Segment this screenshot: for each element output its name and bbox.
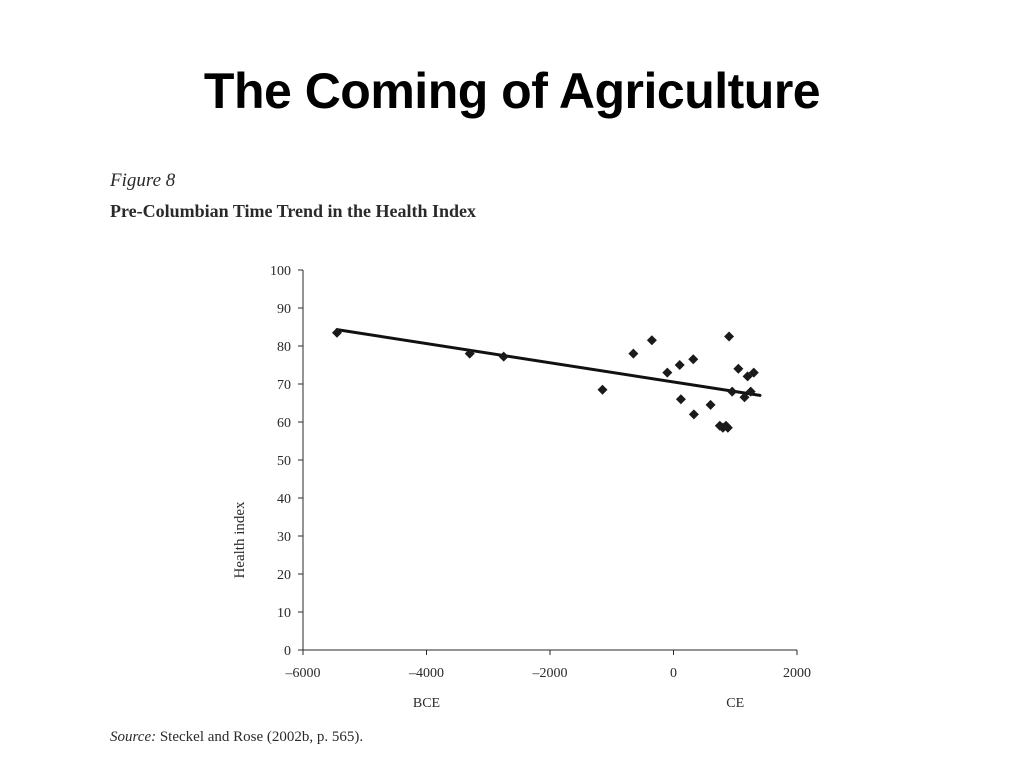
trend-line [335, 328, 762, 397]
data-point [745, 386, 756, 397]
figure-source: Source: Steckel and Rose (2002b, p. 565)… [110, 729, 363, 746]
figure-title: Pre-Columbian Time Trend in the Health I… [110, 201, 477, 221]
data-point [675, 394, 686, 405]
data-point [724, 331, 735, 342]
y-axis-label: Health index [232, 501, 248, 579]
data-point [646, 335, 657, 346]
x-tick-label: –4000 [408, 666, 444, 681]
data-point [628, 348, 639, 359]
data-point [705, 399, 716, 410]
y-tick-label: 10 [277, 606, 291, 621]
data-point [739, 392, 750, 403]
y-tick-label: 100 [270, 264, 291, 279]
x-tick-label: 2000 [783, 666, 811, 681]
data-point [674, 360, 685, 370]
data-point [498, 351, 509, 362]
y-tick-label: 80 [277, 340, 291, 355]
era-label: BCE [413, 696, 440, 711]
data-point [727, 386, 738, 397]
y-tick-label: 60 [277, 416, 291, 431]
data-point [688, 354, 699, 365]
y-tick-label: 50 [277, 454, 291, 469]
data-point [733, 363, 744, 374]
y-tick-label: 40 [277, 492, 291, 507]
data-point [464, 348, 475, 359]
figure-label: Figure 8 [110, 170, 176, 191]
y-tick-label: 20 [277, 568, 291, 583]
y-tick-label: 0 [284, 644, 291, 659]
slide-title: The Coming of Agriculture [203, 63, 821, 119]
y-tick-label: 70 [277, 378, 291, 393]
x-tick-label: –6000 [285, 666, 321, 681]
source-text: Steckel and Rose (2002b, p. 565). [159, 729, 364, 745]
data-point [597, 384, 608, 395]
data-point [662, 367, 673, 378]
era-label: CE [726, 696, 744, 711]
data-point [722, 422, 733, 433]
data-point [748, 367, 759, 378]
x-tick-label: 0 [670, 666, 677, 681]
source-label: Source: [110, 729, 157, 745]
data-point [331, 327, 342, 338]
y-tick-label: 30 [277, 530, 291, 545]
x-tick-label: –2000 [532, 666, 568, 681]
y-tick-label: 90 [277, 302, 291, 317]
data-point [688, 409, 699, 420]
